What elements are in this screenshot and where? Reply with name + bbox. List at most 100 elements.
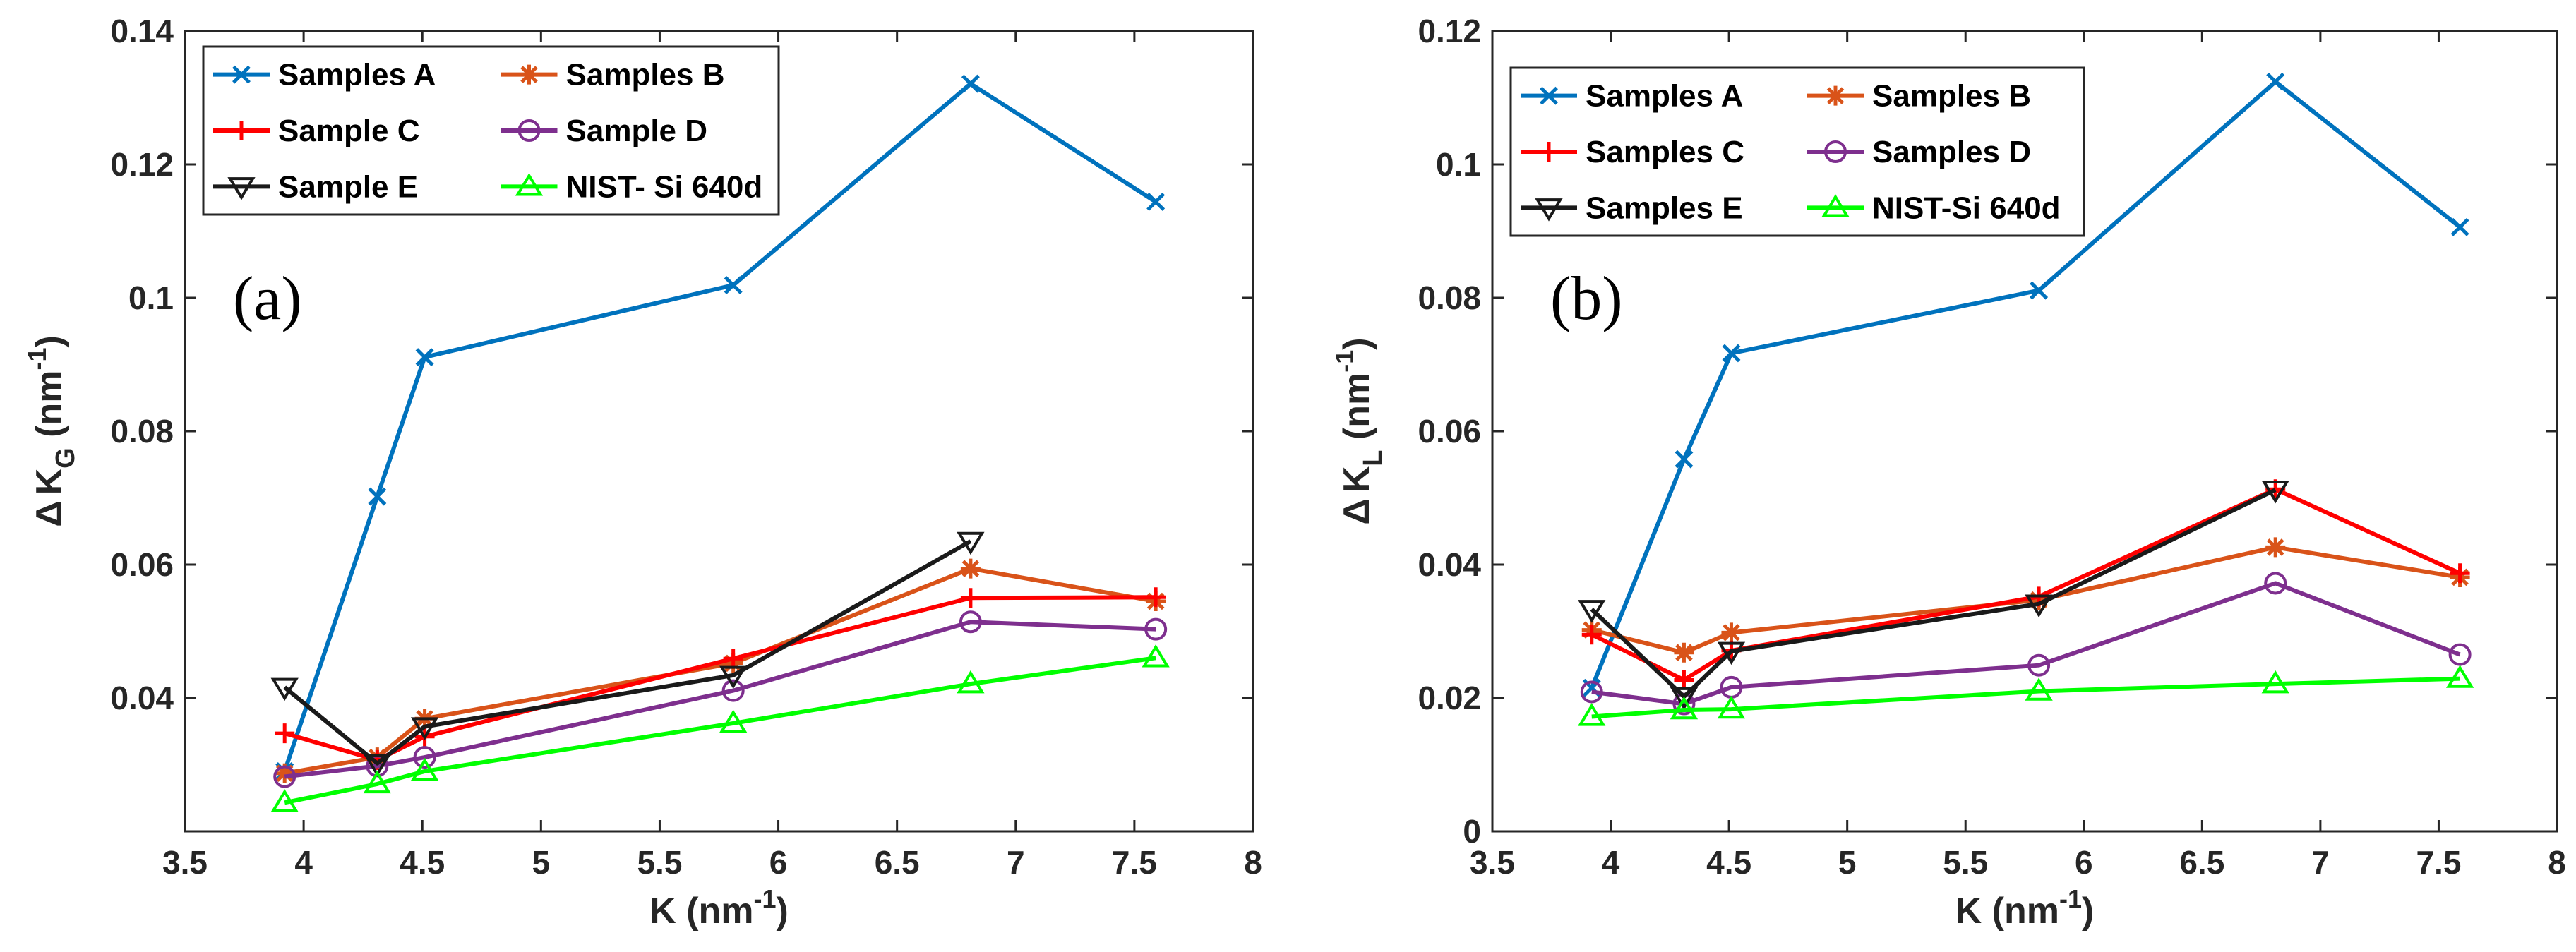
legend-marker	[1824, 140, 1847, 163]
y-axis-label-end: )	[1336, 337, 1377, 349]
y-axis-label-units: (nm	[1336, 373, 1377, 450]
y-tick-label: 0.14	[110, 13, 174, 49]
data-point	[413, 746, 436, 769]
legend-entry-sample-d: Sample D	[501, 114, 708, 148]
y-axis-label-units: (nm	[29, 370, 70, 448]
data-point	[2025, 677, 2053, 701]
data-point	[723, 649, 743, 669]
y-tick-label: 0.12	[110, 146, 174, 183]
legend-label: Samples C	[1586, 135, 1744, 169]
legend-marker	[515, 173, 544, 196]
data-point	[1675, 450, 1694, 469]
data-point	[2448, 643, 2472, 666]
y-axis-label: ΔKL (nm-1)	[1330, 337, 1388, 524]
series-line	[284, 656, 1156, 805]
legend-entry-samples-c: Samples C	[1521, 135, 1744, 169]
x-axis-label-text: K (nm	[1955, 891, 2059, 932]
x-axis-label-end: )	[2082, 891, 2094, 932]
y-tick-label: 0.04	[1418, 546, 1481, 583]
legend-label: Samples D	[1872, 135, 2031, 169]
data-point	[1670, 687, 1699, 711]
legend-label: Sample D	[566, 114, 708, 148]
legend-marker	[232, 121, 251, 140]
x-axis-label-text: K (nm	[649, 891, 753, 932]
data-point	[1144, 617, 1168, 641]
data-point	[1674, 670, 1694, 690]
legend-entry-samples-a: Samples A	[213, 58, 436, 92]
x-tick-label: 8	[1244, 844, 1262, 881]
x-axis-label: K (nm-1)	[1955, 884, 2095, 932]
data-point	[1581, 625, 1602, 645]
legend: Samples A Samples B Samples C Samples D Samp…	[1509, 66, 2085, 237]
data-point	[2450, 217, 2469, 236]
data-point	[2261, 670, 2289, 694]
data-point	[2266, 72, 2285, 91]
legend-entry-samples-e: Samples E	[1521, 191, 1743, 225]
data-point	[1578, 703, 1606, 726]
x-tick-label: 3.5	[1470, 844, 1515, 881]
data-point	[960, 588, 981, 608]
data-point	[721, 679, 745, 702]
legend-entry-sample-c: Sample C	[213, 114, 420, 148]
x-tick-label: 7.5	[1112, 844, 1157, 881]
chart-panel-b: 3.5 4 4.5 5 5.5 6 6.5 7 7.5 8 0 0.02 0.04 0.06 0.08 0.1…	[1330, 13, 2566, 932]
x-tick-label: 6	[2075, 844, 2093, 881]
x-axis-label-sup: -1	[753, 884, 776, 913]
y-tick-label: 0.02	[1418, 680, 1481, 716]
data-point	[961, 74, 980, 93]
data-point	[1721, 622, 1742, 643]
x-tick-label: 8	[2548, 844, 2566, 881]
y-axis-label-delta: Δ	[1336, 498, 1377, 524]
data-point	[1578, 600, 1606, 623]
series-line	[1591, 676, 2460, 719]
data-point	[270, 789, 299, 812]
legend-marker	[1826, 85, 1845, 106]
x-tick-label: 6.5	[2179, 844, 2224, 881]
data-point	[2025, 594, 2053, 618]
data-point	[275, 763, 295, 783]
y-axis-label-text: K	[29, 468, 70, 495]
data-point	[1717, 695, 1746, 719]
data-point	[1722, 344, 1741, 363]
y-axis-label-sup: -1	[1330, 350, 1359, 373]
series-line	[1590, 488, 2277, 699]
series-samples-a	[1582, 72, 2469, 697]
series-line	[1590, 487, 2461, 682]
data-point	[719, 665, 748, 689]
data-point	[275, 723, 295, 744]
y-tick-label: 0.04	[110, 680, 174, 716]
y-axis-label-sub: G	[51, 447, 80, 469]
legend-label: Sample E	[278, 169, 418, 204]
data-point	[960, 558, 981, 579]
data-point	[2027, 653, 2051, 677]
data-point	[415, 348, 434, 367]
series-sample-e	[270, 531, 985, 777]
y-tick-label: 0.1	[1436, 146, 1481, 183]
legend-entry-sample-e: Sample E	[213, 169, 418, 204]
legend-entry-nist-si-640d: NIST- Si 640d	[501, 169, 762, 204]
y-tick-label: 0.08	[110, 413, 174, 450]
x-tick-label: 4.5	[400, 844, 445, 881]
x-tick-label: 7	[2311, 844, 2330, 881]
data-point	[363, 770, 391, 794]
series-line	[282, 81, 1157, 772]
legend-entry-samples-b: Samples B	[501, 58, 724, 92]
series-line	[1589, 79, 2462, 689]
y-axis-label: ΔKG (nm-1)	[23, 335, 80, 527]
legend: Samples A Samples B Sample C Sample D Sample…	[202, 45, 780, 216]
panel-annotation: (a)	[233, 265, 302, 333]
legend-marker	[232, 65, 251, 84]
legend-label: Sample C	[278, 114, 420, 148]
y-axis-label-delta: Δ	[29, 500, 70, 526]
chart-panel-a: 3.5 4 4.5 5 5.5 6 6.5 7 7.5 8 0.04 0.06 0.08 0.1 0.12 0…	[23, 13, 1262, 932]
legend-label: Samples A	[278, 58, 436, 92]
data-point	[719, 709, 748, 733]
x-tick-label: 4.5	[1706, 844, 1751, 881]
y-tick-label: 0.12	[1418, 13, 1481, 49]
x-axis-label-end: )	[777, 891, 789, 932]
series-line	[283, 539, 972, 766]
legend-marker	[1821, 194, 1850, 217]
x-tick-label: 6	[769, 844, 788, 881]
data-point	[1580, 680, 1603, 704]
